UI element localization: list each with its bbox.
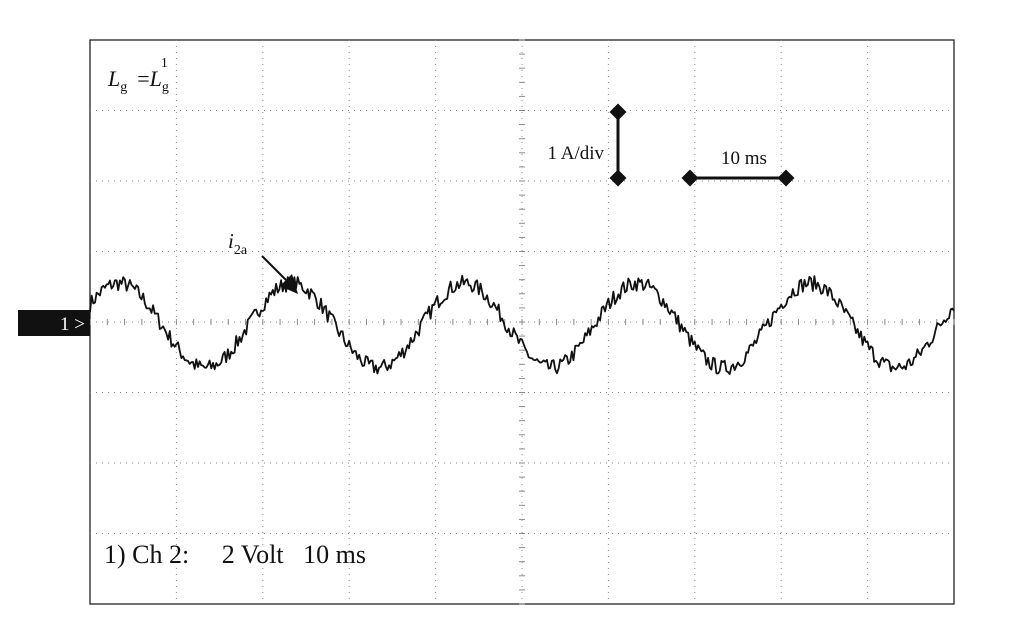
grid xyxy=(89,39,955,605)
trace-group xyxy=(89,274,955,375)
inductance-label: Lg =Lg1 xyxy=(107,56,169,95)
scope-footer: 1) Ch 2: 2 Volt 10 ms xyxy=(104,540,366,569)
time-diamond-left xyxy=(681,169,699,187)
channel-marker: 1 > xyxy=(18,310,90,336)
channel-marker-text: 1 > xyxy=(60,314,85,335)
current-scale-label: 1 A/div xyxy=(548,143,605,164)
scale-diamond-top xyxy=(609,103,627,121)
time-scale-bar xyxy=(681,169,795,187)
scale-diamond-bottom xyxy=(609,169,627,187)
trace-arrow xyxy=(261,255,298,294)
time-scale-label: 10 ms xyxy=(721,148,767,169)
trace-label: i2a xyxy=(228,229,248,258)
current-scale-bar xyxy=(609,103,627,187)
time-diamond-right xyxy=(777,169,795,187)
current-trace-i2a xyxy=(89,274,955,375)
